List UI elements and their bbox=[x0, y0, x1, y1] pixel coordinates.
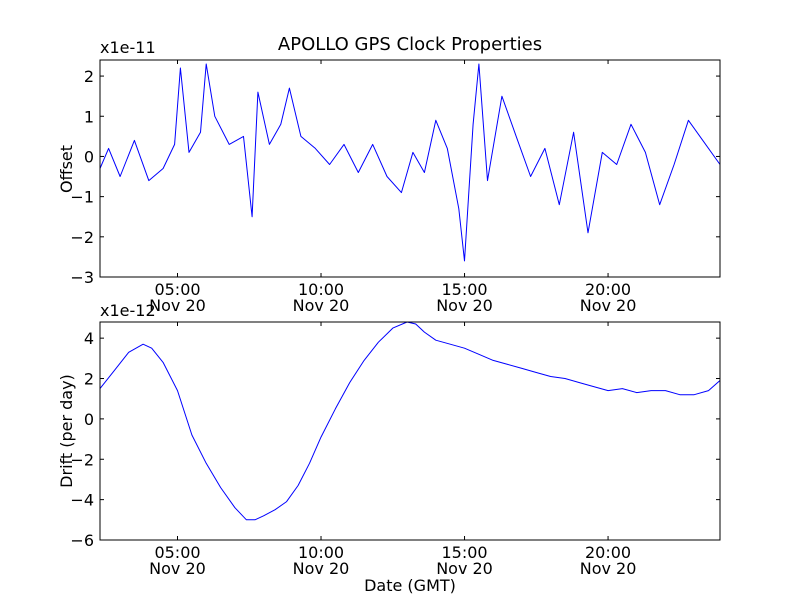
offset-plot: APOLLO GPS Clock Properties x1e-11 Offse… bbox=[57, 34, 721, 315]
offset-xtick-label: 15:00 bbox=[441, 280, 487, 299]
drift-ytick-label: 2 bbox=[84, 370, 94, 389]
chart-title: APOLLO GPS Clock Properties bbox=[278, 34, 542, 55]
offset-ytick-label: −1 bbox=[70, 188, 94, 207]
offset-series bbox=[99, 63, 721, 262]
offset-series-line bbox=[99, 63, 721, 262]
offset-xtick-date: Nov 20 bbox=[149, 296, 206, 315]
offset-ytick-label: 1 bbox=[84, 107, 94, 126]
drift-xtick-label: 20:00 bbox=[585, 543, 631, 562]
drift-xtick-label: 05:00 bbox=[154, 543, 200, 562]
drift-series bbox=[99, 321, 721, 521]
offset-xtick-label: 10:00 bbox=[298, 280, 344, 299]
offset-ytick-label: 0 bbox=[84, 147, 94, 166]
offset-y-axis-label: Offset bbox=[57, 145, 76, 193]
offset-xtick-date: Nov 20 bbox=[580, 296, 637, 315]
drift-xtick-date: Nov 20 bbox=[293, 559, 350, 578]
drift-xtick-date: Nov 20 bbox=[436, 559, 493, 578]
offset-ytick-label: 2 bbox=[84, 67, 94, 86]
drift-axes-frame bbox=[99, 321, 721, 541]
drift-xtick-label: 15:00 bbox=[441, 543, 487, 562]
offset-xtick-date: Nov 20 bbox=[293, 296, 350, 315]
offset-exponent-label: x1e-11 bbox=[100, 38, 156, 57]
drift-ytick-label: 0 bbox=[84, 410, 94, 429]
drift-ytick-label: 4 bbox=[84, 329, 94, 348]
drift-ytick-label: −6 bbox=[70, 531, 94, 550]
drift-series-line bbox=[99, 321, 721, 521]
drift-ytick-label: −2 bbox=[70, 450, 94, 469]
drift-y-axis-label: Drift (per day) bbox=[57, 374, 76, 488]
drift-x-axis-label: Date (GMT) bbox=[364, 576, 456, 595]
offset-ytick-label: −3 bbox=[70, 268, 94, 287]
offset-xtick-label: 05:00 bbox=[154, 280, 200, 299]
drift-ytick-label: −4 bbox=[70, 491, 94, 510]
offset-xtick-label: 20:00 bbox=[585, 280, 631, 299]
offset-ytick-label: −2 bbox=[70, 228, 94, 247]
drift-xtick-date: Nov 20 bbox=[149, 559, 206, 578]
offset-xtick-date: Nov 20 bbox=[436, 296, 493, 315]
offset-axes-frame bbox=[99, 59, 721, 278]
drift-xtick-date: Nov 20 bbox=[580, 559, 637, 578]
drift-xtick-label: 10:00 bbox=[298, 543, 344, 562]
drift-plot: x1e-12 Drift (per day) Date (GMT) −6 −4 −2… bbox=[57, 301, 721, 595]
drift-exponent-label: x1e-12 bbox=[100, 301, 156, 320]
